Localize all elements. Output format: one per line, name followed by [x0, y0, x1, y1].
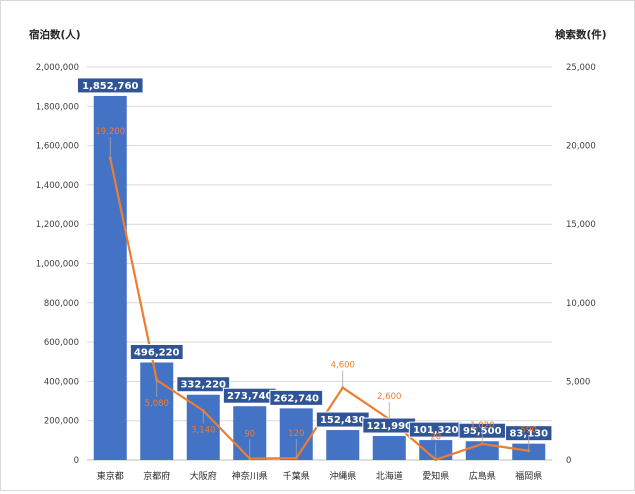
category-label: 大阪府 — [190, 470, 217, 482]
bar-data-label: 152,430 — [320, 415, 366, 426]
line-data-label: 3,140 — [191, 426, 215, 436]
right-tick-label: 20,000 — [566, 142, 596, 152]
right-axis-title: 検索数(件) — [555, 28, 607, 41]
right-axis-ticks: 0 5,000 10,000 15,000 20,000 25,000 — [566, 63, 596, 466]
category-label: 愛知県 — [422, 470, 449, 482]
line-data-label: 1,020 — [470, 421, 494, 431]
bar-data-label: 121,990 — [366, 421, 412, 432]
category-label: 福岡県 — [515, 470, 542, 482]
bar-data-label: 262,740 — [273, 393, 319, 404]
category-label: 千葉県 — [283, 470, 310, 482]
line-data-labels: 19,200 5,080 3,140 90 120 4,600 2,600 20 1,020 59… — [95, 127, 537, 460]
left-tick-label: 2,000,000 — [36, 63, 79, 73]
bar-data-label: 273,740 — [227, 391, 273, 402]
left-tick-label: 400,000 — [44, 377, 79, 387]
bar — [186, 394, 220, 460]
category-label: 神奈川県 — [232, 470, 268, 482]
line-data-label: 120 — [288, 429, 304, 439]
bar — [372, 436, 406, 460]
category-label: 北海道 — [376, 470, 403, 482]
left-axis-ticks: 0 200,000 400,000 600,000 800,000 1,000,000 1,… — [36, 63, 79, 466]
right-tick-label: 15,000 — [566, 220, 596, 230]
bar-data-label: 101,320 — [413, 425, 459, 436]
line-data-label: 19,200 — [95, 127, 125, 137]
bar-series — [93, 95, 546, 460]
bar-label-box — [176, 376, 231, 393]
line-data-label: 5,080 — [145, 399, 169, 409]
bar-data-label: 83,130 — [509, 429, 548, 440]
left-tick-label: 1,200,000 — [36, 220, 79, 230]
line-data-label: 20 — [430, 433, 441, 443]
right-tick-label: 5,000 — [566, 377, 590, 387]
right-tick-label: 0 — [566, 456, 571, 466]
left-tick-label: 1,000,000 — [36, 260, 79, 270]
left-tick-label: 800,000 — [44, 299, 79, 309]
left-tick-label: 1,800,000 — [36, 102, 79, 112]
category-label: 広島県 — [469, 470, 496, 482]
category-label: 東京都 — [97, 470, 124, 482]
bar-data-label: 1,852,760 — [82, 81, 138, 92]
category-label: 沖縄県 — [329, 470, 356, 482]
category-labels: 東京都 京都府 大阪府 神奈川県 千葉県 沖縄県 北海道 愛知県 広島県 福岡県 — [97, 470, 543, 482]
bar-data-label: 332,220 — [180, 380, 226, 391]
bar-data-label: 496,220 — [134, 347, 180, 358]
category-label: 京都府 — [143, 470, 170, 482]
bar — [326, 430, 360, 460]
left-tick-label: 0 — [74, 456, 79, 466]
line-data-label: 2,600 — [377, 392, 401, 402]
right-tick-label: 25,000 — [566, 63, 596, 73]
left-axis-title: 宿泊数(人) — [29, 28, 81, 41]
bar-label-box — [76, 77, 144, 94]
line-data-label: 590 — [521, 426, 537, 436]
line-data-label: 90 — [244, 430, 255, 440]
left-tick-label: 200,000 — [44, 417, 79, 427]
left-tick-label: 1,600,000 — [36, 142, 79, 152]
bar-label-box — [269, 389, 324, 406]
bar-label-box — [129, 343, 184, 360]
left-tick-label: 1,400,000 — [36, 181, 79, 191]
line-data-label: 4,600 — [331, 361, 355, 371]
right-tick-label: 10,000 — [566, 299, 596, 309]
left-tick-label: 600,000 — [44, 338, 79, 348]
